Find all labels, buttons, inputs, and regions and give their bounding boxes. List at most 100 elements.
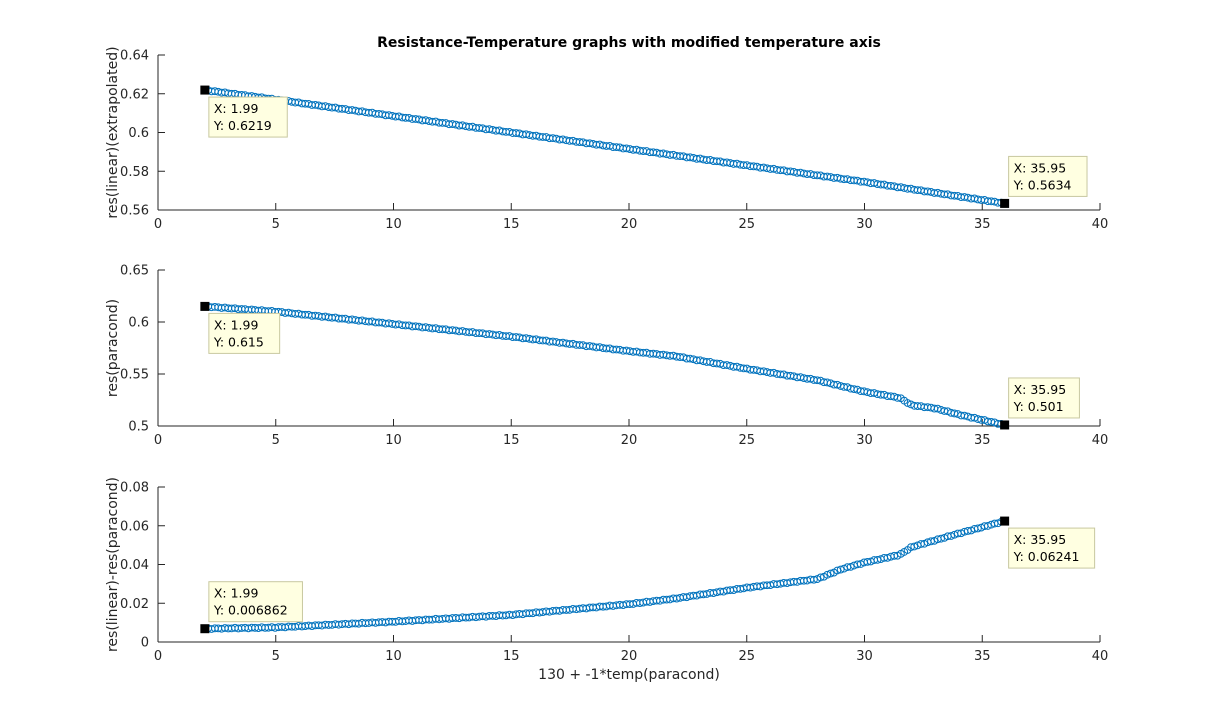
y-tick-label: 0.65 — [120, 264, 149, 279]
x-tick-label: 20 — [621, 649, 638, 664]
datatip-box: X: 1.99 Y: 0.006862 — [208, 581, 303, 623]
data-point — [836, 565, 845, 574]
datatip-box: X: 1.99 Y: 0.6219 — [208, 96, 288, 138]
y-axis-label: res(linear)(extrapolated) — [105, 46, 121, 218]
datatip-y-text: Y: 0.5634 — [1013, 177, 1072, 192]
datatip-y-text: Y: 0.6219 — [213, 118, 272, 133]
data-point — [833, 380, 842, 389]
data-point — [823, 570, 832, 579]
datatip-marker — [1000, 420, 1010, 430]
y-tick-label: 0.5 — [128, 420, 149, 435]
y-axis-label: res(linear)-res(paracond) — [105, 477, 121, 652]
y-tick-label: 0.64 — [120, 49, 149, 64]
datatip-x-text: X: 35.95 — [1014, 532, 1067, 547]
x-tick-label: 25 — [738, 433, 755, 448]
data-point — [809, 575, 818, 584]
series-markers — [200, 517, 1009, 633]
x-tick-label: 40 — [1092, 433, 1109, 448]
datatip-background — [208, 581, 303, 623]
figure-title: Resistance-Temperature graphs with modif… — [377, 35, 881, 51]
y-tick-label: 0.04 — [120, 558, 149, 573]
x-tick-label: 35 — [974, 217, 991, 232]
datatip-marker — [200, 85, 210, 95]
x-tick-label: 25 — [738, 217, 755, 232]
y-tick-label: 0.06 — [120, 519, 149, 534]
x-tick-label: 30 — [856, 217, 873, 232]
datatip-box: X: 1.99 Y: 0.615 — [208, 312, 281, 354]
datatip-marker — [200, 301, 210, 311]
axes-container: 0 5 10 15 20 25 30 35 400.560.580.60.620.64res(l… — [105, 46, 1108, 683]
data-point — [826, 569, 835, 578]
data-point — [927, 537, 935, 546]
data-point — [910, 542, 919, 551]
datatip-box: X: 35.95 Y: 0.06241 — [1008, 527, 1096, 569]
y-tick-label: 0.02 — [120, 597, 149, 612]
datatip-background — [1008, 377, 1080, 419]
datatip-x-text: X: 1.99 — [214, 586, 259, 601]
y-tick-label: 0 — [141, 636, 149, 651]
y-tick-label: 0.62 — [120, 87, 149, 102]
datatip-y-text: Y: 0.006862 — [213, 603, 288, 618]
x-tick-label: 15 — [503, 433, 520, 448]
datatip-x-text: X: 35.95 — [1014, 382, 1067, 397]
datatip-box: X: 35.95 Y: 0.501 — [1008, 377, 1080, 419]
datatip-box: X: 35.95 Y: 0.5634 — [1008, 155, 1088, 197]
x-tick-label: 10 — [385, 649, 402, 664]
datatip-y-text: Y: 0.06241 — [1013, 549, 1080, 564]
datatip-marker — [1000, 198, 1010, 208]
data-point — [846, 562, 855, 571]
y-tick-label: 0.56 — [120, 204, 149, 219]
datatip-background — [208, 96, 288, 138]
datatip-x-text: X: 1.99 — [214, 101, 259, 116]
x-axis-label: 130 + -1*temp(paracond) — [538, 667, 720, 683]
y-tick-label: 0.6 — [128, 126, 149, 141]
x-tick-label: 30 — [856, 433, 873, 448]
x-tick-label: 35 — [974, 649, 991, 664]
series-markers — [200, 86, 1009, 208]
axes-1: 0 5 10 15 20 25 30 35 40 0.56 0.58 0.6 0.62 0.64res(l… — [105, 46, 1108, 232]
x-tick-label: 40 — [1092, 217, 1109, 232]
x-tick-label: 15 — [503, 649, 520, 664]
data-point — [816, 573, 825, 582]
data-point — [983, 522, 992, 530]
x-tick-label: 10 — [385, 217, 402, 232]
datatip-x-text: X: 35.95 — [1014, 160, 1067, 175]
x-tick-label: 0 — [154, 649, 162, 664]
y-tick-label: 0.08 — [120, 481, 149, 496]
axes-3: 0 5 10 15 20 25 30 35 40 0 0.02 0.04 0.06 0.08res(lin… — [105, 477, 1108, 683]
x-tick-label: 5 — [272, 217, 280, 232]
x-tick-label: 20 — [621, 217, 638, 232]
datatip-background — [208, 312, 281, 354]
y-tick-label: 0.58 — [120, 165, 149, 180]
x-tick-label: 10 — [385, 433, 402, 448]
x-tick-label: 0 — [154, 433, 162, 448]
x-tick-label: 5 — [272, 433, 280, 448]
x-tick-label: 40 — [1092, 649, 1109, 664]
x-tick-label: 25 — [738, 649, 755, 664]
x-tick-label: 5 — [272, 649, 280, 664]
x-tick-label: 0 — [154, 217, 162, 232]
axes-2: 0 5 10 15 20 25 30 35 40 0.5 0.55 0.6 0.65 res(paraco… — [105, 264, 1108, 449]
datatip-background — [1008, 155, 1088, 197]
series-markers — [200, 302, 1009, 429]
x-tick-label: 30 — [856, 649, 873, 664]
x-tick-label: 20 — [621, 433, 638, 448]
datatip-background — [1008, 527, 1096, 569]
x-tick-label: 15 — [503, 217, 520, 232]
data-point — [937, 534, 945, 543]
datatip-y-text: Y: 0.615 — [213, 334, 264, 349]
y-axis-label: res(paracond) — [105, 299, 121, 397]
datatip-marker — [1000, 516, 1010, 526]
data-point — [947, 532, 955, 540]
x-tick-label: 35 — [974, 433, 991, 448]
datatip-y-text: Y: 0.501 — [1013, 399, 1064, 414]
datatip-x-text: X: 1.99 — [214, 317, 259, 332]
y-tick-label: 0.55 — [120, 368, 149, 383]
y-tick-label: 0.6 — [128, 316, 149, 331]
datatip-marker — [200, 624, 210, 634]
data-point — [973, 524, 982, 533]
data-point — [933, 404, 942, 413]
data-point — [823, 378, 832, 387]
